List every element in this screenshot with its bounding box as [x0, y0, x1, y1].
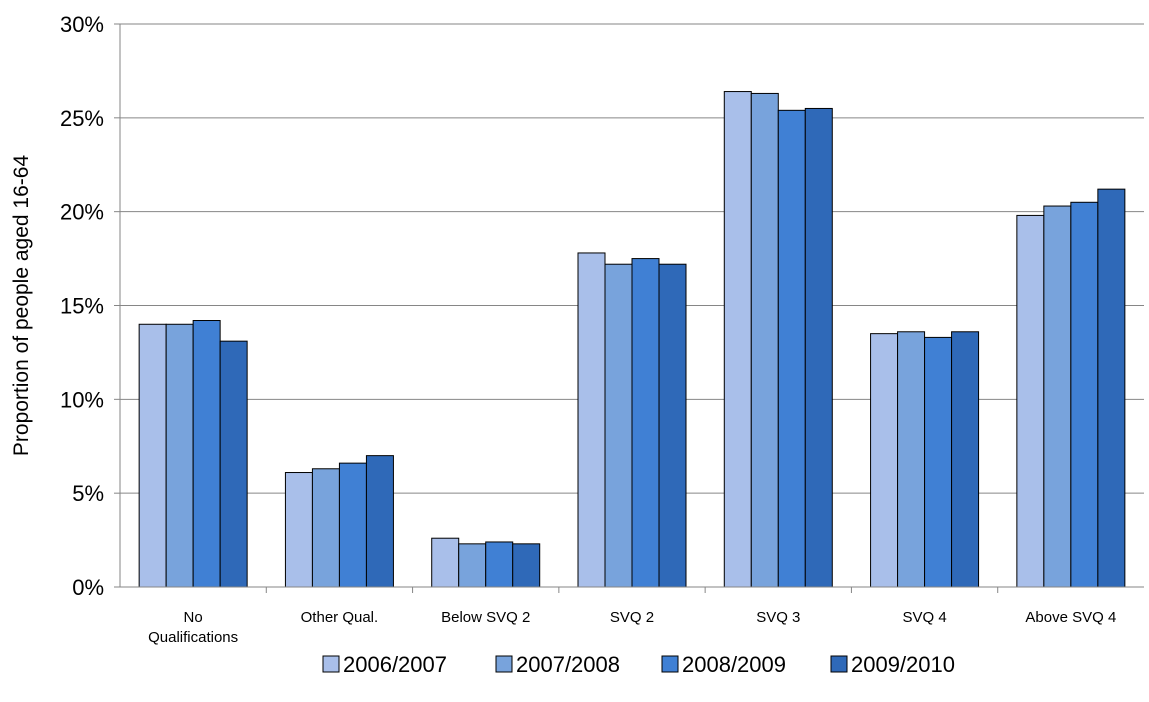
x-tick-label: SVQ 2 [610, 609, 654, 626]
legend-label: 2008/2009 [682, 652, 786, 677]
bar-2009-2010 [365, 455, 394, 588]
bar-2009-2010 [512, 543, 541, 588]
x-tick-labels: No Qualifications Other Qual. Below SVQ 2 SV… [148, 587, 1116, 646]
bar-2006-2007 [284, 472, 313, 588]
bar-2007-2008 [311, 468, 340, 588]
x-tick-label: Other Qual. [301, 609, 379, 626]
y-tick-label: 10% [60, 387, 104, 412]
bar-2008-2009 [192, 320, 221, 588]
bar-2006-2007 [1016, 214, 1045, 588]
bar-2007-2008 [165, 323, 194, 588]
x-tick-label-line: Qualifications [148, 629, 238, 646]
bar-2007-2008 [1043, 205, 1072, 588]
legend-swatch [495, 655, 513, 673]
bar-2008-2009 [338, 462, 367, 588]
x-tick-label: No Qualifications [148, 609, 238, 646]
legend: 2006/2007 2007/2008 2008/2009 2009/2010 [322, 652, 955, 677]
y-tick-label: 20% [60, 200, 104, 225]
bar-2008-2009 [631, 258, 660, 588]
x-tick-label-line: SVQ 2 [610, 609, 654, 626]
x-tick-label: SVQ 3 [756, 609, 800, 626]
legend-swatch [661, 655, 679, 673]
legend-label: 2007/2008 [516, 652, 620, 677]
bar-2008-2009 [924, 336, 953, 588]
legend-swatch [830, 655, 848, 673]
y-tick-label: 5% [72, 481, 104, 506]
bar-2009-2010 [658, 263, 687, 588]
x-tick-label-line: Other Qual. [301, 609, 379, 626]
legend-label: 2009/2010 [851, 652, 955, 677]
bar-2006-2007 [138, 323, 167, 588]
bar-2009-2010 [951, 331, 980, 588]
x-tick-label-line: SVQ 4 [902, 609, 946, 626]
y-tick-label: 25% [60, 106, 104, 131]
bar-2006-2007 [870, 333, 899, 588]
y-tick-label: 30% [60, 12, 104, 37]
legend-swatch [322, 655, 340, 673]
bar-2008-2009 [777, 109, 806, 588]
bar-2007-2008 [750, 92, 779, 588]
legend-label: 2006/2007 [343, 652, 447, 677]
y-tick-labels: 0% 5% 10% 15% 20% 25% 30% [60, 12, 120, 600]
bar-2009-2010 [804, 107, 833, 588]
bar-2007-2008 [604, 263, 633, 588]
bar-2007-2008 [458, 543, 487, 588]
x-tick-label: Above SVQ 4 [1025, 609, 1116, 626]
bar-2009-2010 [1097, 188, 1126, 588]
bar-2008-2009 [1070, 201, 1099, 588]
bars [138, 91, 1126, 588]
x-tick-label: SVQ 4 [902, 609, 946, 626]
x-tick-label-line: Below SVQ 2 [441, 609, 530, 626]
y-tick-label: 0% [72, 575, 104, 600]
x-tick-label-line: SVQ 3 [756, 609, 800, 626]
bar-2006-2007 [577, 252, 606, 588]
y-tick-label: 15% [60, 294, 104, 319]
bar-2006-2007 [431, 537, 460, 588]
x-tick-label-line: No [184, 609, 203, 626]
bar-2008-2009 [485, 541, 514, 588]
y-axis-label: Proportion of people aged 16-64 [10, 155, 33, 457]
bar-2009-2010 [219, 340, 248, 588]
x-tick-label: Below SVQ 2 [441, 609, 530, 626]
bar-2007-2008 [897, 331, 926, 588]
bar-2006-2007 [723, 91, 752, 588]
x-tick-label-line: Above SVQ 4 [1025, 609, 1116, 626]
